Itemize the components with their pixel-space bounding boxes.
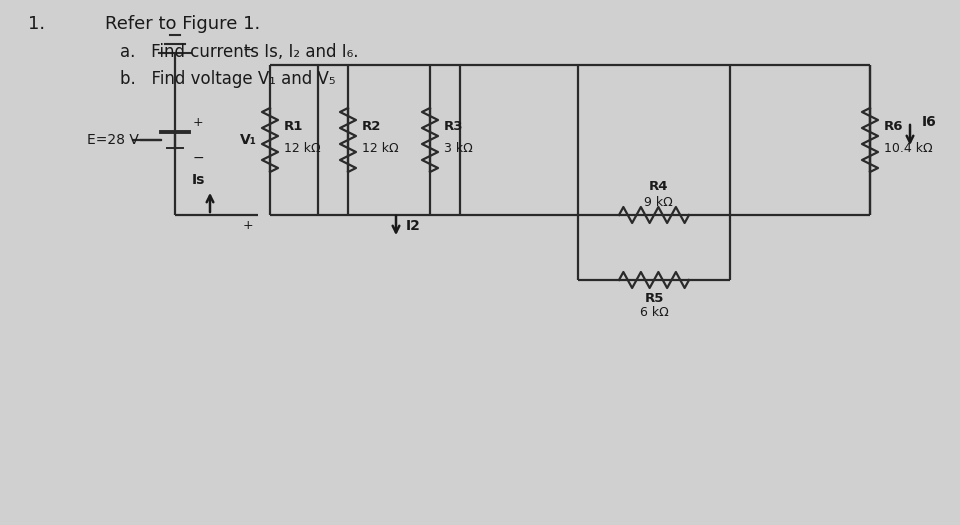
Text: R1: R1 [284,120,303,132]
Text: R5: R5 [644,292,663,305]
Text: +: + [243,219,253,232]
Text: V₁: V₁ [240,133,256,147]
Text: R6: R6 [884,120,903,132]
Text: −: − [193,151,204,165]
Text: I6: I6 [922,115,937,129]
Text: I2: I2 [406,219,420,233]
Text: +: + [193,116,204,129]
Text: R3: R3 [444,120,464,132]
Text: 12 kΩ: 12 kΩ [362,142,398,154]
Text: R2: R2 [362,120,381,132]
Text: 9 kΩ: 9 kΩ [643,196,672,209]
Text: R4: R4 [648,181,668,194]
Text: 10.4 kΩ: 10.4 kΩ [884,142,932,154]
Text: Refer to Figure 1.: Refer to Figure 1. [105,15,260,33]
Text: E=28 V: E=28 V [87,133,139,147]
Text: −: − [242,43,253,57]
Text: 1.: 1. [28,15,45,33]
Text: 3 kΩ: 3 kΩ [444,142,472,154]
Text: Is: Is [191,173,204,187]
Text: a.   Find currents Is, I₂ and I₆.: a. Find currents Is, I₂ and I₆. [120,43,358,61]
Text: 6 kΩ: 6 kΩ [639,306,668,319]
Text: 12 kΩ: 12 kΩ [284,142,321,154]
Text: b.   Find voltage V₁ and V₅: b. Find voltage V₁ and V₅ [120,70,335,88]
